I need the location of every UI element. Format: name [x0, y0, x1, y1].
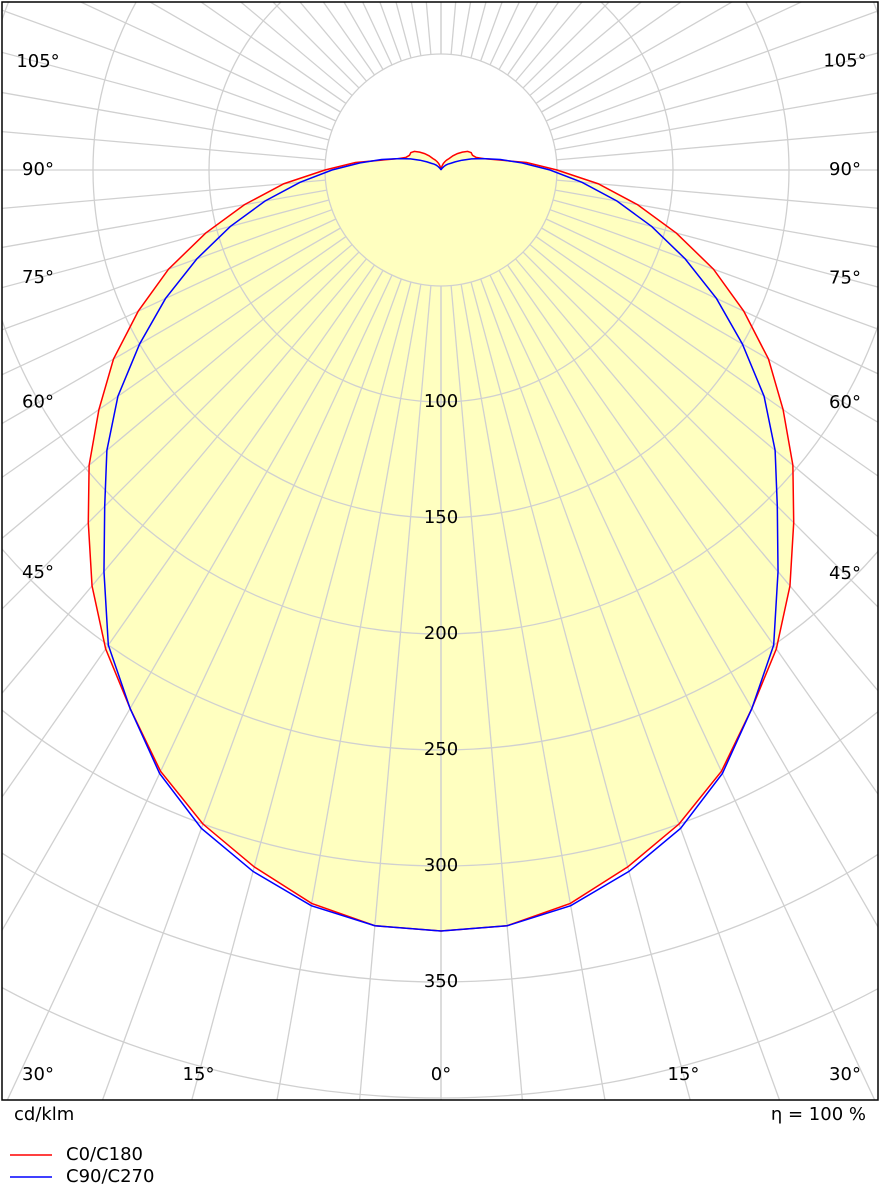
angle-tick-label: 75°: [829, 267, 861, 288]
grid-ray: [535, 2, 683, 104]
angle-tick-label: 15°: [183, 1064, 215, 1085]
intensity-curve: [440, 157, 779, 932]
grid-ray: [552, 199, 878, 288]
grid-ray: [556, 131, 878, 161]
grid-ray: [2, 209, 333, 331]
grid-ray: [2, 51, 330, 141]
angle-tick-label: 30°: [829, 1064, 861, 1085]
angle-tick-label: 45°: [22, 562, 54, 583]
grid-ray: [2, 130, 326, 161]
grid-ray: [2, 251, 360, 610]
unit-label: cd/klm: [14, 1104, 74, 1125]
grid-ray: [2, 236, 347, 479]
angle-tick-label: 90°: [22, 159, 54, 180]
grid-ray: [552, 52, 878, 141]
grid-ray: [2, 179, 326, 210]
angle-tick-label: 15°: [668, 1064, 700, 1085]
angle-tick-label: 60°: [22, 392, 54, 413]
grid-ray: [2, 270, 384, 932]
grid-ray: [79, 2, 337, 122]
r-tick-label: 300: [424, 855, 458, 876]
grid-ray: [549, 10, 878, 131]
angle-tick-label: 75°: [22, 267, 54, 288]
r-tick-label: 250: [424, 739, 458, 760]
grid-ray: [545, 218, 878, 375]
grid-ray: [276, 284, 422, 1100]
plot-frame: [1, 1, 879, 1101]
angle-tick-label: 30°: [22, 1064, 54, 1085]
grid-ray: [2, 189, 327, 249]
angle-tick-label: 45°: [829, 563, 861, 584]
grid-ray: [2, 199, 330, 289]
labels: 0° 15° 15° 30° 30° 45° 45° 60° 60° 75° 75° 90° 90° 10…: [10, 51, 867, 1187]
r-tick-label: 350: [424, 971, 458, 992]
grid-ray: [529, 244, 878, 538]
grid-ray: [148, 2, 341, 113]
angle-tick-label: 105°: [16, 51, 59, 72]
grid-ray: [535, 236, 878, 477]
efficiency-label: η = 100 %: [771, 1104, 866, 1125]
legend-label: C0/C180: [66, 1144, 143, 1165]
grid-ray: [555, 92, 878, 151]
grid-ray: [2, 258, 367, 695]
grid-ray: [555, 189, 878, 248]
grid-ray: [2, 244, 353, 540]
grid-ray: [358, 285, 432, 1100]
angle-tick-label: 90°: [829, 159, 861, 180]
grid-ray: [470, 281, 691, 1100]
grid-ray: [6, 274, 393, 1100]
grid-ray: [498, 270, 878, 929]
grid-ray: [480, 278, 781, 1100]
grid-ray: [460, 284, 606, 1100]
grid-ray: [2, 227, 341, 425]
grid-ray: [549, 209, 878, 330]
grid-ray: [515, 258, 878, 692]
r-tick-label: 150: [424, 507, 458, 528]
grid-ray: [2, 9, 333, 131]
angle-tick-label: 0°: [431, 1064, 451, 1085]
grid-ray: [522, 251, 878, 608]
intensity-curve: [103, 157, 442, 932]
grid-ray: [101, 278, 402, 1100]
grid-ray: [545, 2, 803, 122]
angle-tick-label: 105°: [823, 51, 866, 72]
grid-ray: [2, 91, 327, 151]
grid-ray: [541, 2, 734, 113]
angle-tick-label: 60°: [829, 392, 861, 413]
grid-ray: [489, 274, 876, 1100]
grid-ray: [191, 281, 412, 1100]
legend-label: C90/C270: [66, 1166, 154, 1187]
grid-ray: [450, 285, 524, 1100]
r-tick-label: 100: [424, 391, 458, 412]
grid-ray: [556, 179, 878, 209]
grid-ray: [541, 227, 878, 424]
grid-ray: [2, 218, 337, 376]
grid-ray: [199, 2, 347, 104]
r-tick-label: 200: [424, 623, 458, 644]
